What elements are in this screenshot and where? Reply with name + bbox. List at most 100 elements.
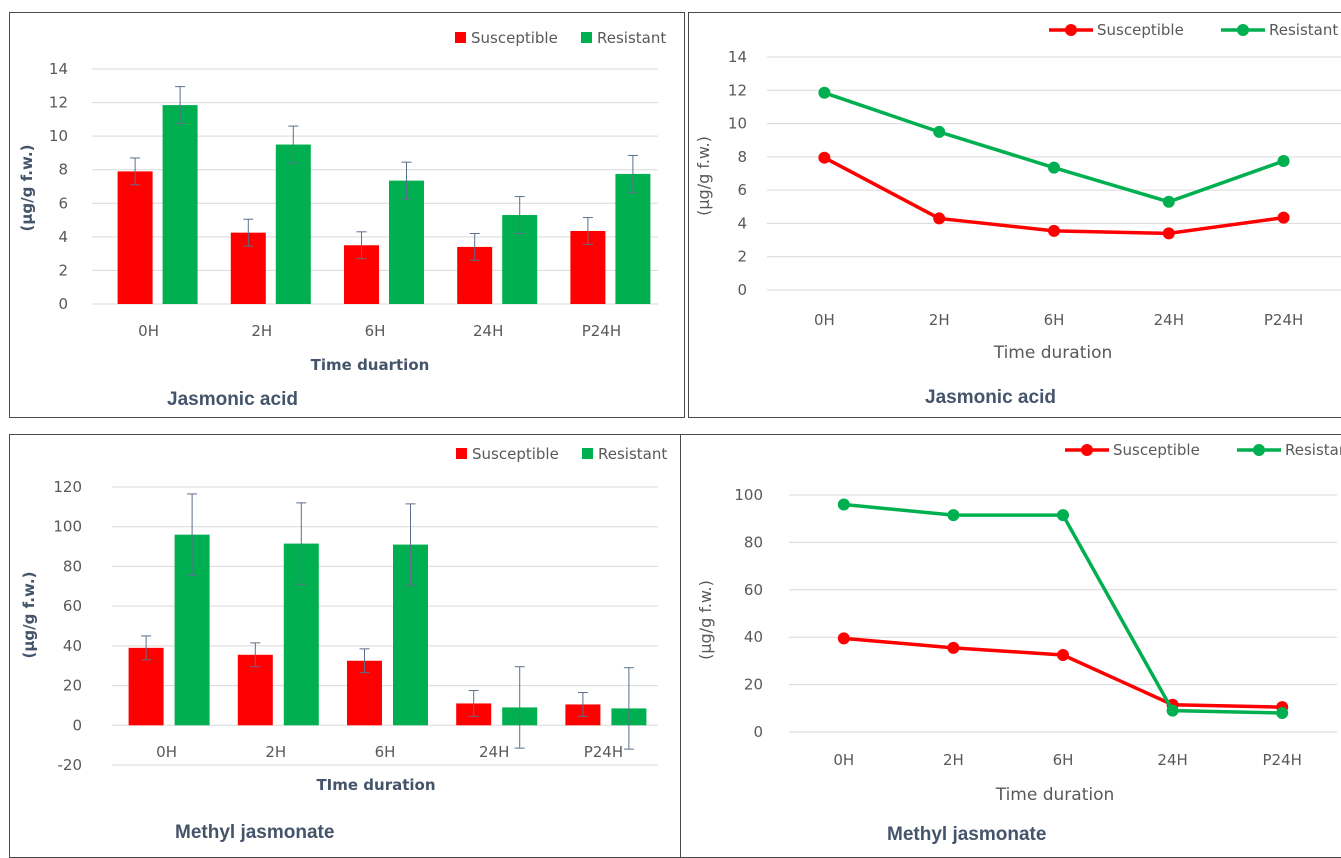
- methyl-jasmonate-line-chart: 0 20 40 60 80 100 0H 2H 6H 24H P24H Susceptible Resi…: [696, 441, 1341, 845]
- legend-label-resistant: Resistant: [1285, 441, 1341, 459]
- bar-susceptible: [117, 171, 153, 304]
- y-tick-label: 8: [58, 161, 68, 179]
- x-tick-label: 24H: [1157, 751, 1187, 769]
- x-axis-title: Time duration: [993, 343, 1113, 363]
- y-tick-label: 20: [63, 677, 82, 695]
- x-tick-label: 24H: [1154, 311, 1184, 329]
- series-line-resistant: [823, 91, 1285, 204]
- data-point-resistant: [947, 509, 960, 522]
- series-line-resistant: [843, 502, 1283, 715]
- chart-panel-jasmonic-acid-line: 0 2 4 6 8 10 12 14 0H 2H 6H 24H P24H Susceptible Resis…: [688, 12, 1341, 418]
- y-tick-label: 8: [737, 148, 747, 166]
- legend-label-resistant: Resistant: [597, 29, 666, 47]
- legend-label-susceptible: Susceptible: [471, 29, 558, 47]
- y-tick-label: 10: [49, 127, 68, 145]
- y-tick-label: 60: [63, 597, 82, 615]
- bar-resistant: [275, 144, 311, 304]
- y-tick-label: 6: [737, 181, 747, 199]
- data-point-resistant: [1057, 509, 1069, 522]
- x-tick-label: P24H: [582, 322, 621, 340]
- y-tick-label: 10: [728, 115, 747, 133]
- x-tick-label: 2H: [265, 743, 286, 761]
- chart-caption: Jasmonic acid: [925, 387, 1056, 408]
- y-tick-label: 80: [63, 557, 82, 575]
- legend-marker-susceptible: [1065, 24, 1077, 36]
- series-line-susceptible: [843, 636, 1283, 709]
- data-point-resistant: [1276, 707, 1289, 720]
- y-axis-title: (µg/g f.w.): [18, 145, 36, 232]
- x-tick-label: 0H: [138, 322, 159, 340]
- data-point-susceptible: [1048, 224, 1060, 237]
- x-tick-label: P24H: [584, 743, 623, 761]
- y-tick-label: 12: [49, 94, 68, 112]
- y-tick-label: 4: [737, 214, 747, 232]
- y-tick-label: 0: [58, 295, 68, 313]
- x-tick-label: 6H: [1053, 751, 1074, 769]
- bar-resistant: [162, 105, 198, 304]
- data-point-resistant: [1048, 161, 1060, 174]
- legend-label-resistant: Resistant: [598, 445, 667, 463]
- x-tick-label: 2H: [943, 751, 964, 769]
- y-axis-title: (µg/g f.w.): [696, 580, 715, 660]
- data-point-resistant: [933, 125, 946, 138]
- jasmonic-acid-line-chart: 0 2 4 6 8 10 12 14 0H 2H 6H 24H P24H Susceptible Resis…: [694, 21, 1341, 408]
- chart-caption: Methyl jasmonate: [887, 824, 1046, 845]
- x-tick-label: 6H: [365, 322, 386, 340]
- y-tick-label: 0: [753, 723, 763, 741]
- x-tick-label: P24H: [1264, 311, 1303, 329]
- legend-label-susceptible: Susceptible: [1097, 21, 1184, 39]
- y-tick-label: 6: [58, 194, 68, 212]
- legend-label-susceptible: Susceptible: [1113, 441, 1200, 459]
- legend-swatch-susceptible: [456, 448, 467, 459]
- bar-resistant: [615, 173, 651, 304]
- data-point-resistant: [818, 86, 831, 99]
- data-point-resistant: [837, 498, 850, 511]
- bar-resistant: [389, 180, 424, 304]
- legend-swatch-resistant: [581, 32, 592, 43]
- bar-susceptible: [128, 647, 164, 726]
- x-tick-label: 6H: [375, 743, 396, 761]
- chart-panel-methyl-jasmonate-bar: -20 0 20 40 60 80 100 120 0H 2H 6H 24H P24H Susceptib…: [9, 434, 682, 858]
- y-tick-label: 12: [728, 81, 747, 99]
- y-tick-label: 120: [53, 478, 82, 496]
- y-tick-label: -20: [58, 756, 83, 774]
- data-point-susceptible: [933, 212, 946, 225]
- y-tick-label: 14: [728, 48, 747, 66]
- legend-marker-resistant: [1253, 444, 1265, 456]
- x-tick-label: 24H: [473, 322, 503, 340]
- y-tick-label: 40: [63, 637, 82, 655]
- x-tick-label: 0H: [156, 743, 177, 761]
- data-point-susceptible: [837, 632, 850, 645]
- legend-marker-susceptible: [1081, 444, 1093, 456]
- y-tick-label: 0: [737, 281, 747, 299]
- x-axis-title: TIme duration: [316, 776, 435, 794]
- x-axis-title: Time duration: [995, 785, 1115, 805]
- y-tick-label: 60: [744, 581, 763, 599]
- y-tick-label: 100: [53, 518, 82, 536]
- y-tick-label: 100: [734, 486, 763, 504]
- chart-panel-jasmonic-acid-bar: 0 2 4 6 8 10 12 14 0H 2H 6H 24H P24H Susceptible Resis…: [9, 12, 685, 418]
- data-point-susceptible: [1057, 648, 1069, 661]
- jasmonic-acid-bar-chart: 0 2 4 6 8 10 12 14 0H 2H 6H 24H P24H Susceptible Resis…: [18, 29, 666, 410]
- x-tick-label: 24H: [479, 743, 509, 761]
- x-tick-label: 2H: [251, 322, 272, 340]
- data-point-susceptible: [1277, 211, 1290, 224]
- y-tick-label: 20: [744, 676, 763, 694]
- y-axis-title: (µg/g f.w.): [694, 136, 713, 216]
- legend-swatch-susceptible: [455, 32, 466, 43]
- methyl-jasmonate-bar-chart: -20 0 20 40 60 80 100 120 0H 2H 6H 24H P24H Susceptib…: [20, 445, 667, 843]
- legend-swatch-resistant: [582, 448, 593, 459]
- chart-caption: Jasmonic acid: [167, 389, 298, 410]
- y-tick-label: 40: [744, 628, 763, 646]
- y-axis-title: (µg/g f.w.): [20, 572, 38, 659]
- legend-label-susceptible: Susceptible: [472, 445, 559, 463]
- data-point-resistant: [1162, 195, 1175, 208]
- x-axis-title: Time duartion: [311, 356, 430, 374]
- y-tick-label: 4: [58, 228, 68, 246]
- y-tick-label: 2: [737, 248, 747, 266]
- legend-label-resistant: Resistant: [1269, 21, 1338, 39]
- x-tick-label: 6H: [1044, 311, 1065, 329]
- y-tick-label: 0: [72, 716, 82, 734]
- data-point-susceptible: [1162, 227, 1175, 240]
- data-point-susceptible: [818, 151, 831, 164]
